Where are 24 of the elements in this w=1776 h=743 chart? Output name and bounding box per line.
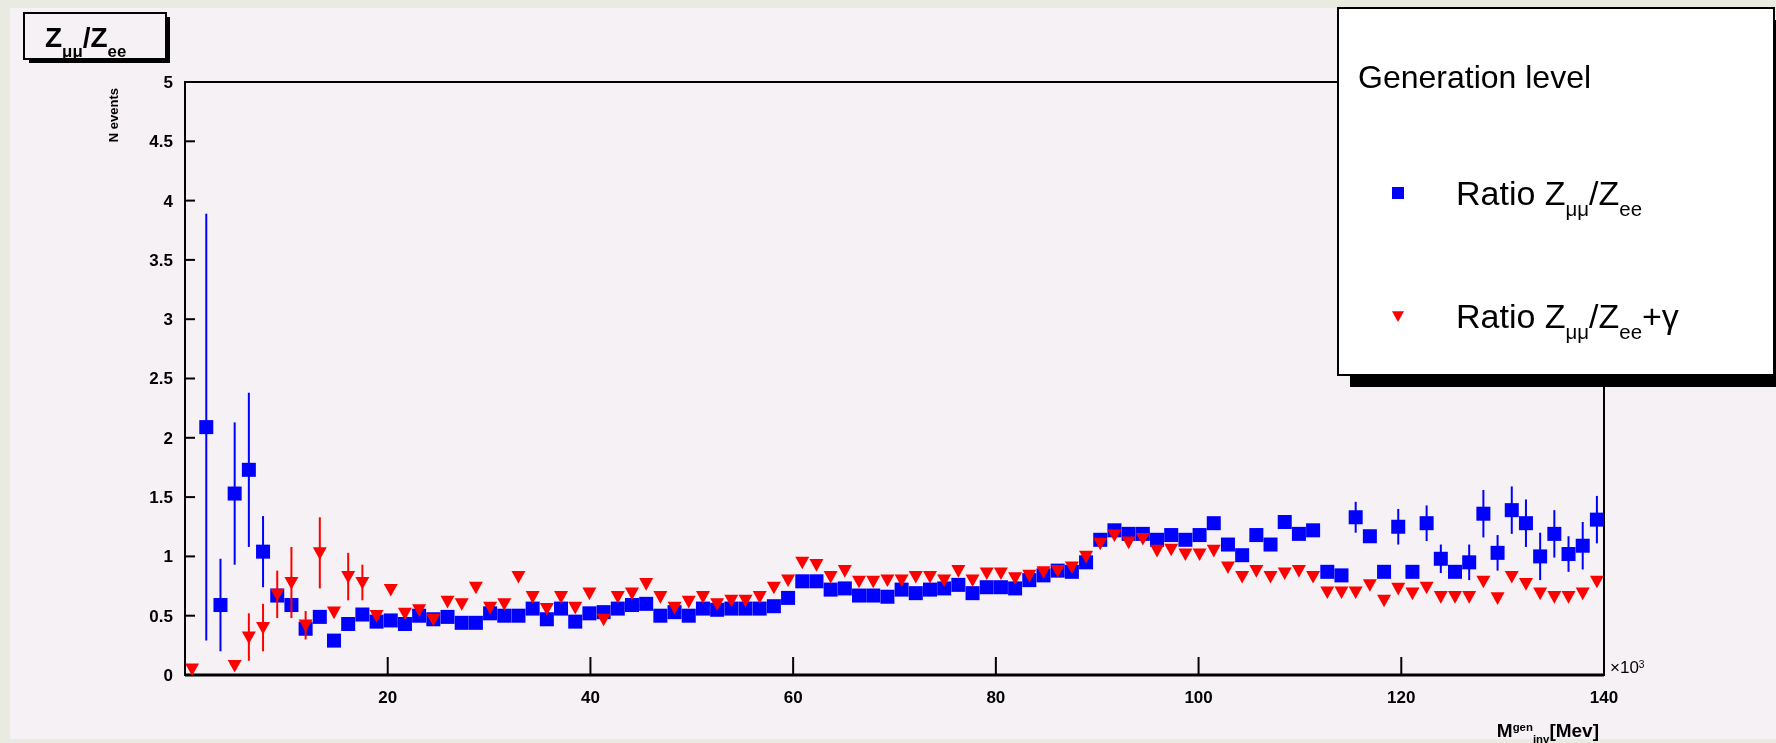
text: ×10$^{3}$	[1610, 658, 1645, 677]
y-tick-label: 1.5	[149, 488, 173, 508]
legend-title: Generation level	[1358, 59, 1592, 95]
y-tick-label: 4	[163, 191, 174, 211]
y-tick-label: 1	[163, 547, 173, 567]
legend-label: Ratio Z$_{μμ}$/Z$_{ee}$+γ	[1456, 297, 1679, 343]
y-tick-label: 5	[163, 72, 173, 92]
x-tick-label: 60	[783, 688, 803, 707]
y-tick-label: 0	[163, 665, 173, 685]
y-axis-title: N events	[106, 88, 121, 143]
y-tick-label: 2	[163, 428, 173, 448]
y-tick-label: 3	[163, 310, 173, 330]
y-tick-label: 2.5	[149, 369, 173, 389]
x-tick-label: 100	[1184, 688, 1213, 707]
y-tick-label: 0.5	[149, 606, 173, 626]
x-tick-label: 20	[378, 688, 398, 707]
x-tick-label: 120	[1387, 688, 1416, 707]
x-tick-label: 140	[1589, 688, 1619, 707]
x-tick-label: 40	[580, 688, 600, 707]
y-tick-label: 4.5	[149, 132, 173, 152]
x-axis-title: M$^{gen}$$_{inv}$[Mev]	[1496, 720, 1599, 743]
legend-label: Ratio Z$_{μμ}$/Z$_{ee}$	[1456, 174, 1642, 220]
x-tick-label: 80	[986, 688, 1006, 707]
y-tick-label: 3.5	[149, 250, 173, 270]
